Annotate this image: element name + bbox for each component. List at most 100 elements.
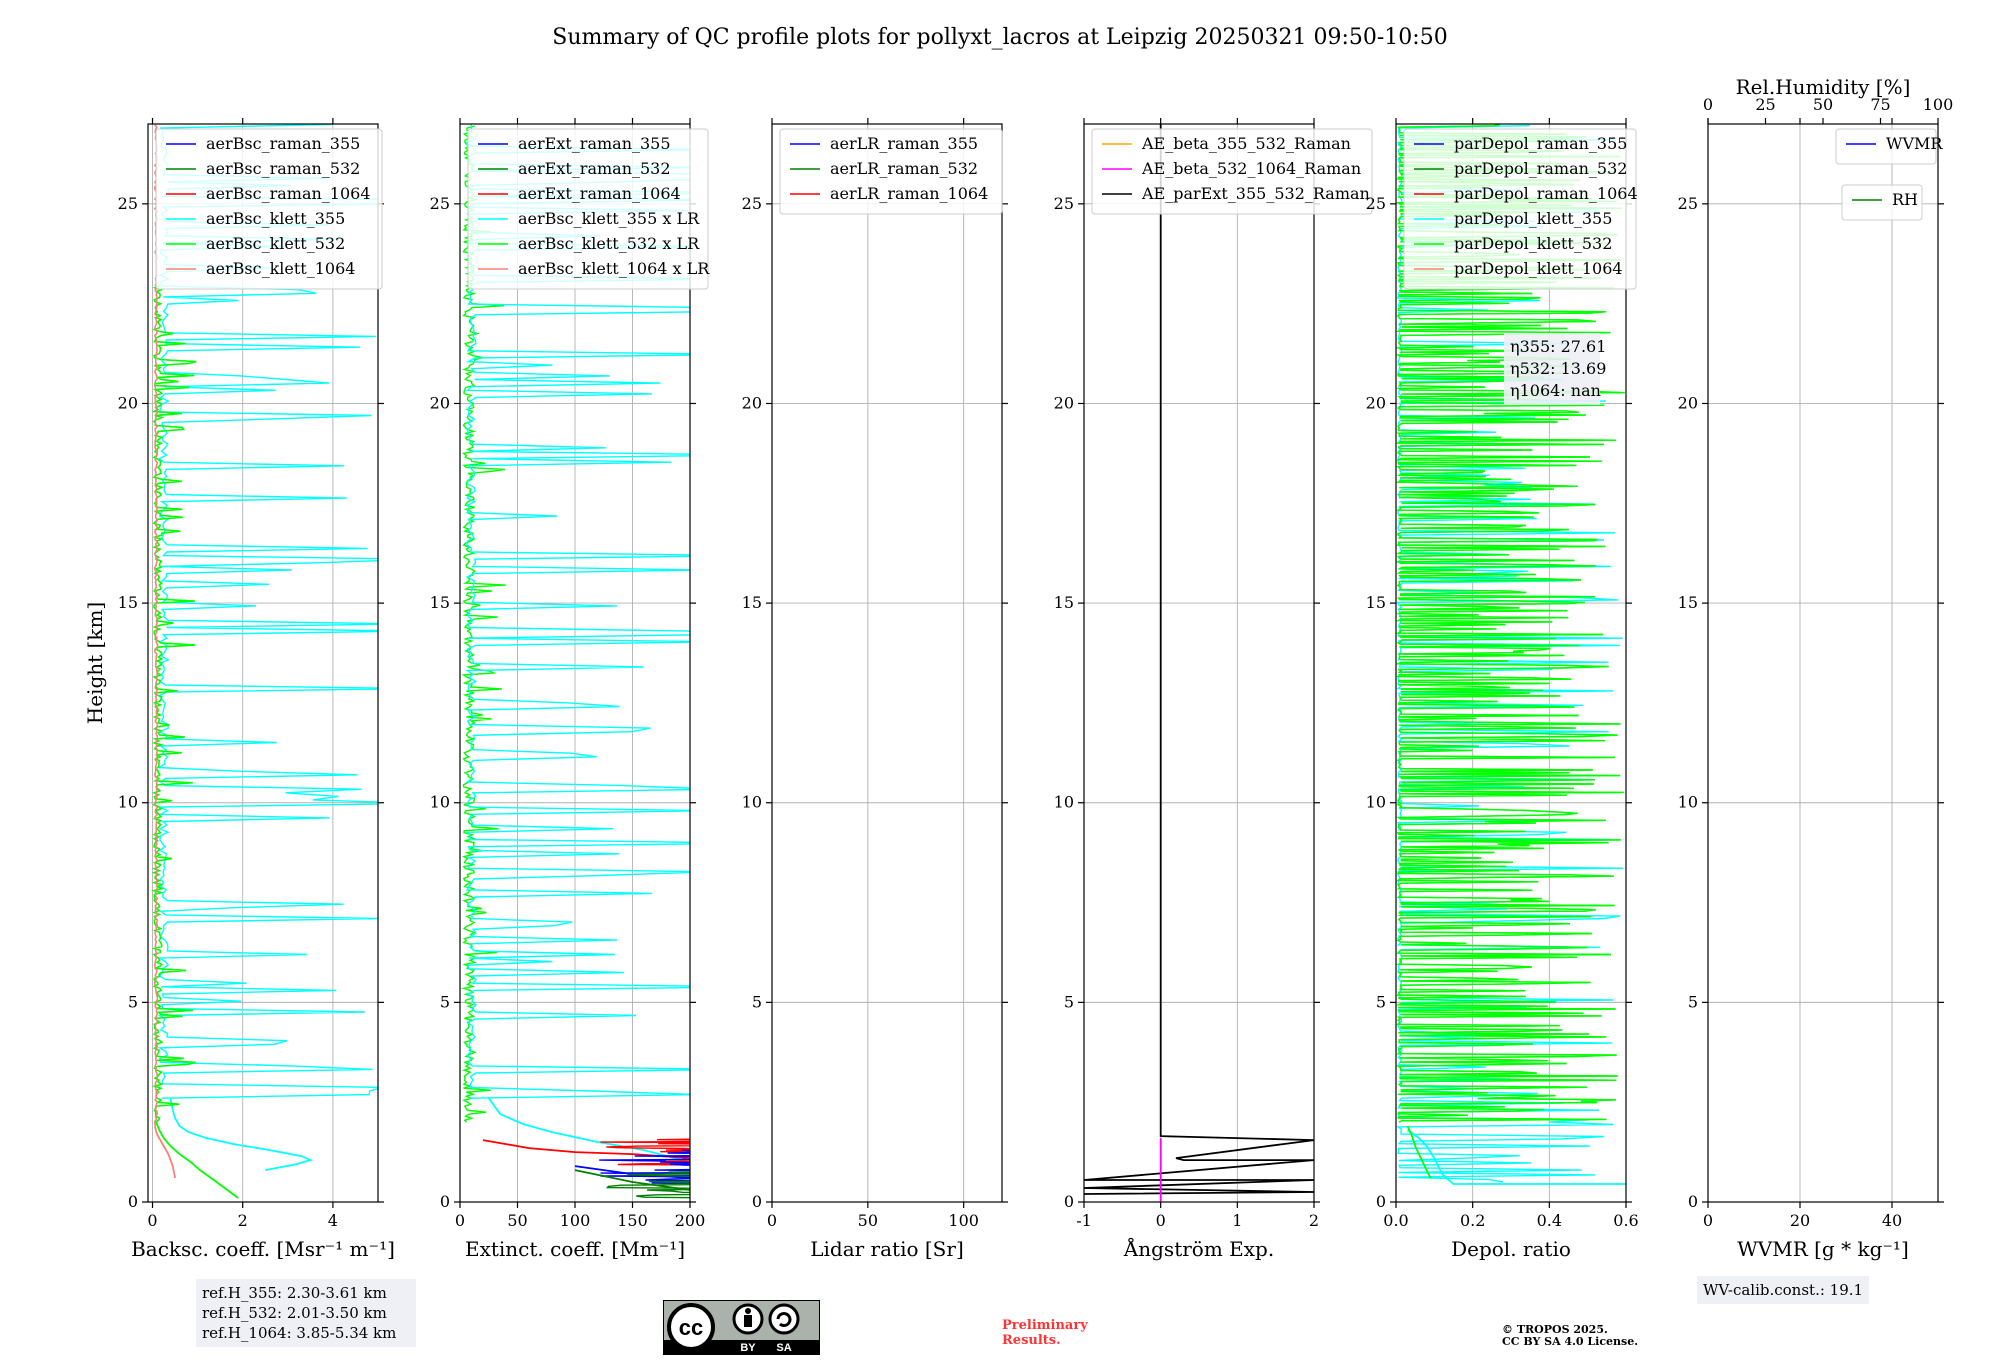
xtick-label: 0.2 bbox=[1460, 1211, 1485, 1230]
xtick-label: 2 bbox=[1309, 1211, 1319, 1230]
legend-entry: parDepol_klett_1064 bbox=[1454, 259, 1623, 278]
xtick-label: 20 bbox=[1790, 1211, 1810, 1230]
wv-calib-box: WV-calib.const.: 19.1 bbox=[1697, 1276, 1870, 1304]
ytick-label: 5 bbox=[752, 992, 762, 1011]
wv-calib-const: WV-calib.const.: 19.1 bbox=[1703, 1281, 1864, 1299]
panel-wv: 0 5 10 15 20 25 0 20 40 0 25 50 75 100 Rel.Humidity [%… bbox=[1678, 75, 1954, 1261]
legend-entry: AE_beta_355_532_Raman bbox=[1141, 134, 1351, 153]
legend-box bbox=[1841, 184, 1923, 221]
axes-frame-angstrom bbox=[1083, 123, 1315, 1203]
ytick-label: 0 bbox=[1688, 1192, 1698, 1211]
xaxis-label-wv: WVMR [g * kg⁻¹] bbox=[1737, 1237, 1909, 1261]
legend-entry: parDepol_raman_355 bbox=[1454, 134, 1627, 153]
axes-frame-lidar_ratio bbox=[771, 123, 1003, 1203]
top-xtick-label: 0 bbox=[1703, 95, 1713, 114]
ytick-label: 15 bbox=[430, 593, 450, 612]
xtick-label: 0.0 bbox=[1383, 1211, 1408, 1230]
ytick-label: 25 bbox=[430, 194, 450, 213]
ytick-label: 0 bbox=[440, 1192, 450, 1211]
xaxis-label-angstrom: Ångström Exp. bbox=[1123, 1236, 1274, 1261]
xtick-label: 0 bbox=[1703, 1211, 1713, 1230]
noise-line-lime_bsc bbox=[151, 285, 197, 1123]
noise-line-red_ext bbox=[600, 1138, 690, 1166]
ytick-label: 20 bbox=[1054, 393, 1074, 412]
ytick-label: 20 bbox=[1678, 393, 1698, 412]
series-line-pardepol-klett-532 bbox=[1406, 1125, 1432, 1179]
series-line-pardepol-klett-355 bbox=[1406, 1129, 1626, 1185]
noise-line-green_ext bbox=[605, 1171, 690, 1199]
ytick-label: 15 bbox=[1054, 593, 1074, 612]
xtick-label: -1 bbox=[1076, 1211, 1092, 1230]
top-xtick-label: 100 bbox=[1923, 95, 1954, 114]
legend-entry: parDepol_klett_532 bbox=[1454, 234, 1612, 253]
ref-h-355: ref.H_355: 2.30-3.61 km bbox=[202, 1284, 387, 1302]
panel-backscatter: 0 5 10 15 20 25 0 2 4 Backsc. coeff. [Msr⁻¹ m⁻¹] H… bbox=[83, 118, 395, 1261]
preliminary-line-2: Results. bbox=[1002, 1333, 1061, 1348]
ytick-label: 25 bbox=[118, 194, 138, 213]
legend-entry: WVMR bbox=[1886, 134, 1943, 153]
xtick-label: 100 bbox=[948, 1211, 979, 1230]
ytick-label: 10 bbox=[118, 793, 138, 812]
ytick-label: 0 bbox=[1064, 1192, 1074, 1211]
xtick-label: 50 bbox=[858, 1211, 878, 1230]
xtick-label: 150 bbox=[617, 1211, 648, 1230]
ytick-label: 0 bbox=[1376, 1192, 1386, 1211]
top-xtick-label: 50 bbox=[1813, 95, 1833, 114]
xtick-label: 4 bbox=[328, 1211, 338, 1230]
xtick-label: 0 bbox=[767, 1211, 777, 1230]
legend-entry: aerBsc_raman_532 bbox=[206, 159, 360, 178]
ytick-label: 20 bbox=[1366, 393, 1386, 412]
xtick-label: 40 bbox=[1882, 1211, 1902, 1230]
legend-box bbox=[467, 128, 709, 290]
ticks-depol: 0 5 10 15 20 25 0.0 0.2 0.4 0.6 bbox=[1366, 118, 1639, 1230]
legend-entry: aerBsc_klett_355 x LR bbox=[518, 209, 700, 228]
xaxis-label-backscatter: Backsc. coeff. [Msr⁻¹ m⁻¹] bbox=[131, 1237, 395, 1261]
legend-lidar_ratio: aerLR_raman_355 aerLR_raman_532 aerLR_rama… bbox=[779, 128, 1003, 215]
ytick-label: 20 bbox=[742, 393, 762, 412]
legend-entry: aerExt_raman_1064 bbox=[518, 184, 681, 203]
ref-h-1064: ref.H_1064: 3.85-5.34 km bbox=[202, 1324, 397, 1342]
legend-entry: aerBsc_klett_532 bbox=[206, 234, 345, 253]
xtick-label: 1 bbox=[1232, 1211, 1242, 1230]
eta-annotations: η355: 27.61 η532: 13.69 η1064: nan bbox=[1504, 333, 1606, 405]
series-line-aerbsc-klett-1064 bbox=[153, 1125, 176, 1179]
ytick-label: 15 bbox=[118, 593, 138, 612]
eta-value: η1064: nan bbox=[1510, 381, 1601, 400]
cc-by-sa-badge: cc BY SA bbox=[663, 1300, 820, 1355]
xaxis-label-extinction: Extinct. coeff. [Mm⁻¹] bbox=[465, 1237, 685, 1261]
legend-entry: aerExt_raman_355 bbox=[518, 134, 671, 153]
preliminary-line-1: Preliminary bbox=[1002, 1318, 1088, 1333]
legend-angstrom: AE_beta_355_532_Raman AE_beta_532_1064_Ra… bbox=[1091, 128, 1373, 215]
grid-lidar_ratio bbox=[771, 124, 1002, 1203]
ticks-extinction: 0 5 10 15 20 25 0 50 100 150 200 bbox=[430, 118, 705, 1230]
xaxis-label-lidar_ratio: Lidar ratio [Sr] bbox=[810, 1237, 964, 1261]
figure-title: Summary of QC profile plots for pollyxt_… bbox=[552, 25, 1447, 50]
xtick-label: 0.6 bbox=[1613, 1211, 1638, 1230]
series-line-aerbsc-klett-355-x-lr bbox=[488, 1097, 690, 1163]
legend-entry: aerBsc_klett_1064 x LR bbox=[518, 259, 710, 278]
top-xtick-label: 25 bbox=[1755, 95, 1775, 114]
eta-box bbox=[1504, 333, 1600, 405]
noise-line-lime_dep bbox=[1396, 124, 1625, 1123]
xtick-label: 0 bbox=[147, 1211, 157, 1230]
legend-entry: parDepol_klett_355 bbox=[1454, 209, 1612, 228]
data-depol bbox=[1396, 124, 1626, 1185]
xtick-label: 100 bbox=[560, 1211, 591, 1230]
ytick-label: 10 bbox=[742, 793, 762, 812]
legend-box bbox=[779, 128, 1003, 215]
xtick-label: 0 bbox=[455, 1211, 465, 1230]
ytick-label: 5 bbox=[1376, 992, 1386, 1011]
axes-frame-depol bbox=[1395, 123, 1627, 1203]
legend-box bbox=[1091, 128, 1373, 215]
noise-line-salmon bbox=[153, 124, 159, 1127]
ytick-label: 10 bbox=[1366, 793, 1386, 812]
copyright-line-1: © TROPOS 2025. bbox=[1502, 1323, 1608, 1336]
legend-entry: aerBsc_raman_355 bbox=[206, 134, 360, 153]
legend-wv: WVMR bbox=[1835, 128, 1943, 165]
cc-badge-sa: SA bbox=[776, 1342, 791, 1354]
ytick-label: 5 bbox=[1688, 992, 1698, 1011]
ytick-label: 0 bbox=[128, 1192, 138, 1211]
ytick-label: 15 bbox=[1366, 593, 1386, 612]
ytick-label: 15 bbox=[1678, 593, 1698, 612]
